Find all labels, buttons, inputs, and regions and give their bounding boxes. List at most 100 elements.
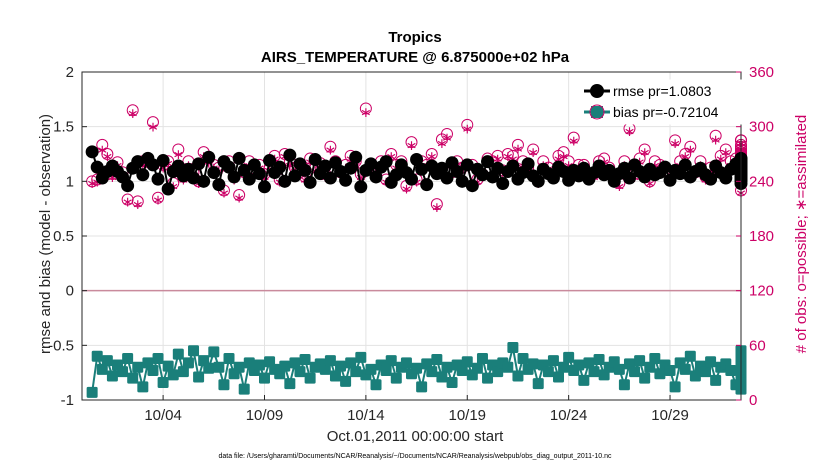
obs-assimilated-point: ∗ <box>639 144 651 160</box>
obs-assimilated-point: ∗ <box>472 173 484 189</box>
obs-possible-point <box>405 136 418 149</box>
obs-assimilated-point: ∗ <box>172 146 184 162</box>
y-right-tick-label: 360 <box>749 64 774 81</box>
y-tick-label: 1 <box>66 173 74 190</box>
bias-point <box>91 350 103 362</box>
y-axis-label: rmse and bias (model - observation) <box>37 114 54 354</box>
rmse-point <box>465 179 479 193</box>
rmse-point <box>252 167 266 181</box>
rmse-point <box>227 170 241 184</box>
chart-title: Tropics <box>388 29 441 46</box>
obs-assimilated-point: ∗ <box>441 130 453 146</box>
bias-point <box>101 355 113 367</box>
bias-point <box>547 355 559 367</box>
bias-point <box>461 356 473 368</box>
bias-point <box>294 366 306 378</box>
rmse-point <box>460 158 474 172</box>
bias-point <box>502 361 514 373</box>
bias-point <box>573 359 585 371</box>
bias-point <box>492 366 504 378</box>
obs-possible-point <box>491 149 504 162</box>
bias-point <box>86 386 98 398</box>
bias-point <box>365 363 377 375</box>
obs-assimilated-point: ∗ <box>406 137 418 153</box>
obs-assimilated-point: ∗ <box>684 141 696 157</box>
rmse-point <box>151 172 165 186</box>
obs-possible-point <box>146 116 159 129</box>
bias-point <box>446 377 458 389</box>
rmse-point <box>121 179 135 193</box>
obs-assimilated-point: ∗ <box>284 157 296 173</box>
rmse-point <box>562 173 576 187</box>
bias-point <box>507 342 519 354</box>
obs-possible-point <box>359 102 372 115</box>
obs-assimilated-point: ∗ <box>325 141 337 157</box>
obs-possible-point <box>461 118 474 131</box>
bias-point <box>172 348 184 360</box>
y-tick-label: -0.5 <box>48 337 74 354</box>
bias-point <box>253 359 265 371</box>
rmse-point <box>364 157 378 171</box>
legend: rmse pr=1.0803 bias pr=-0.72104 <box>580 79 744 125</box>
y-right-tick-label: 0 <box>749 392 757 409</box>
obs-assimilated-point: ∗ <box>502 148 514 164</box>
rmse-point <box>369 170 383 184</box>
obs-assimilated-point: ∗ <box>669 135 681 151</box>
bias-point <box>558 361 570 373</box>
bias-point <box>416 381 428 393</box>
bias-point <box>350 366 362 378</box>
bias-point <box>329 370 341 382</box>
bias-point <box>436 371 448 383</box>
rmse-point <box>704 172 718 186</box>
bias-point <box>613 363 625 375</box>
obs-assimilated-point: ∗ <box>426 148 438 164</box>
y-right-tick-label: 180 <box>749 228 774 245</box>
bias-point <box>162 360 174 372</box>
bias-point <box>649 352 661 364</box>
obs-assimilated-point: ∗ <box>679 148 691 164</box>
bias-point <box>654 368 666 380</box>
bias-point <box>355 351 367 363</box>
obs-assimilated-point: ∗ <box>568 132 580 148</box>
rmse-point <box>602 163 616 177</box>
obs-assimilated-point: ∗ <box>715 151 727 167</box>
y-right-tick-label: 300 <box>749 119 774 136</box>
rmse-point <box>405 172 418 186</box>
bias-point <box>177 366 189 378</box>
bias-point <box>218 379 230 391</box>
obs-assimilated-point: ∗ <box>710 131 722 147</box>
rmse-point <box>455 174 469 188</box>
obs-assimilated-point: ∗ <box>553 151 565 167</box>
obs-possible-point <box>719 143 732 156</box>
rmse-point <box>349 150 363 164</box>
obs-assimilated-point: ∗ <box>157 160 169 176</box>
legend-box <box>580 79 744 125</box>
obs-assimilated-point: ∗ <box>218 184 230 200</box>
bias-point <box>618 379 630 391</box>
x-tick-label: 10/09 <box>246 407 284 424</box>
bias-point <box>117 366 129 378</box>
y-right-tick-label: 240 <box>749 173 774 190</box>
obs-assimilated-point: ∗ <box>492 151 504 167</box>
rmse-point <box>85 145 99 159</box>
bias-point <box>370 379 382 391</box>
x-tick-label: 10/04 <box>144 407 182 424</box>
bias-point <box>390 372 402 384</box>
rmse-point <box>156 154 170 168</box>
bias-point <box>223 352 235 364</box>
rmse-point <box>207 166 221 180</box>
axis-ticks: -1 -0.5 0 0.5 1 1.5 2 0 60 120 180 240 300 360 10/04 10… <box>48 64 774 424</box>
rmse-point <box>420 178 434 192</box>
bias-point <box>193 371 205 383</box>
obs-possible-point <box>527 143 540 156</box>
bias-point <box>700 366 712 378</box>
rmse-point <box>658 160 672 174</box>
obs-assimilated-point: ∗ <box>355 169 367 185</box>
x-tick-label: 10/24 <box>550 407 588 424</box>
obs-assimilated-point: ∗ <box>563 157 575 173</box>
obs-assimilated-point: ∗ <box>705 162 717 178</box>
obs-assimilated-point: ∗ <box>401 181 413 197</box>
rmse-point <box>415 162 429 176</box>
bias-point <box>527 358 539 370</box>
obs-possible-point <box>131 195 144 208</box>
